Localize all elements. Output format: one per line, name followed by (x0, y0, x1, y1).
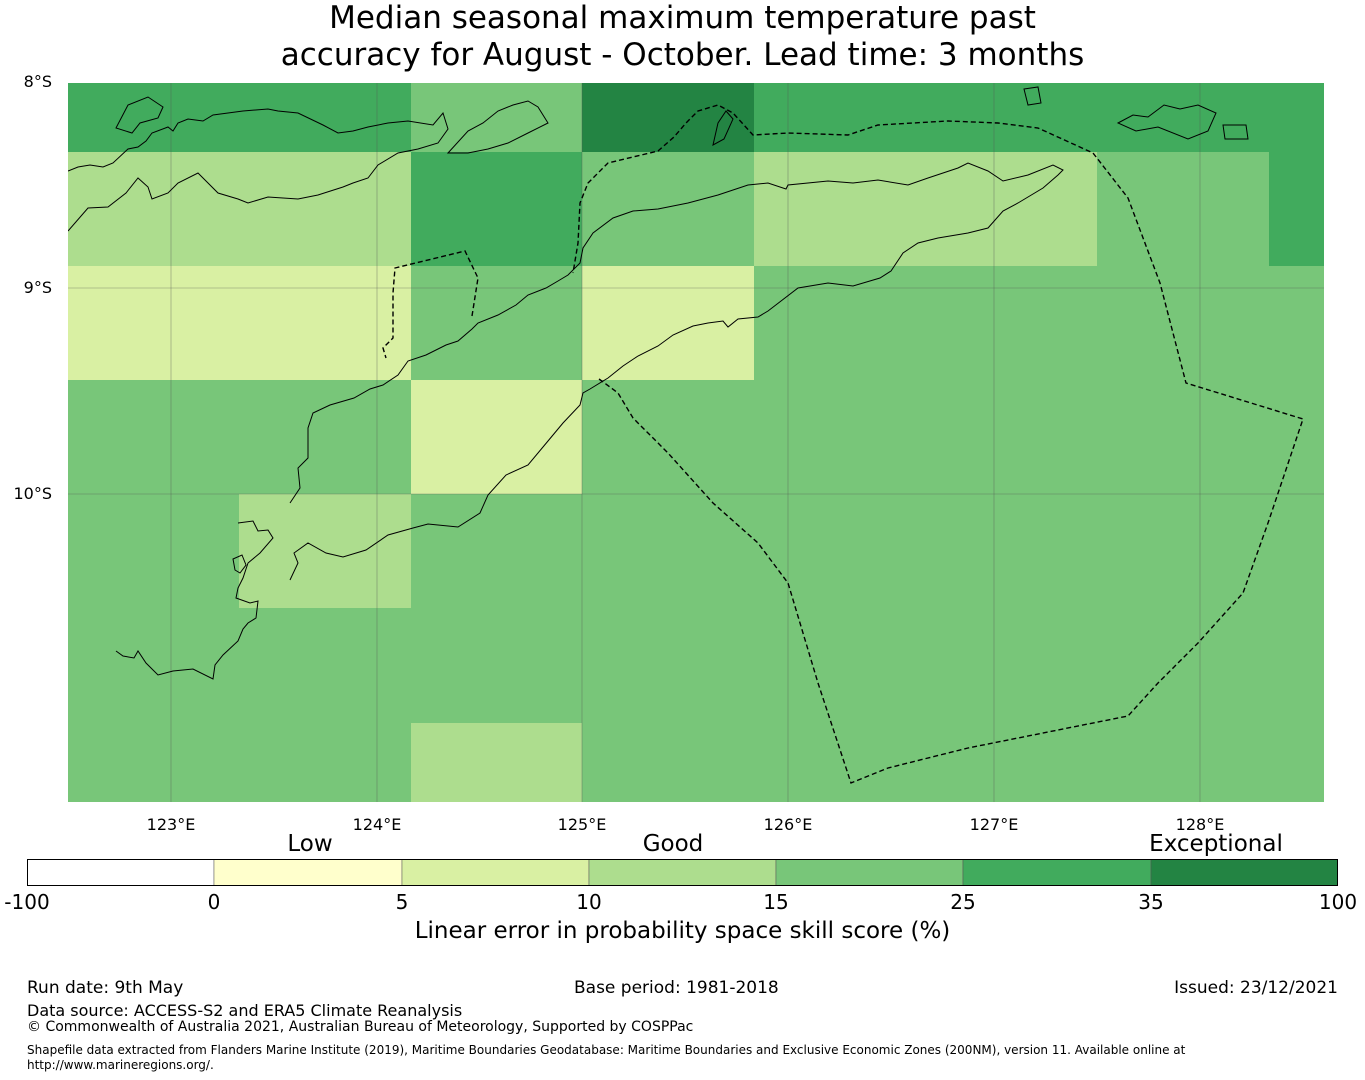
data-source: Data source: ACCESS-S2 and ERA5 Climate … (27, 1001, 463, 1020)
colorbar-tick: 0 (207, 890, 221, 914)
rote-coastline (115, 520, 274, 680)
lon-label-128e: 128°E (1175, 815, 1225, 834)
colorbar-tick: 100 (1318, 890, 1358, 914)
cell (582, 83, 754, 152)
coastlines (68, 86, 1249, 680)
skill-score-map (68, 83, 1324, 802)
lon-label-123e: 123°E (146, 815, 196, 834)
lon-label-127e: 127°E (969, 815, 1019, 834)
shapefile-credit-line-2: http://www.marineregions.org/. (27, 1058, 214, 1072)
cell (411, 494, 1324, 608)
small-island-1 (1222, 124, 1249, 140)
colorbar-tick: 25 (950, 890, 976, 914)
cell (411, 723, 582, 802)
eez-boundary (382, 104, 1304, 784)
colorbar-svg (26, 858, 1339, 887)
base-period: Base period: 1981-2018 (574, 978, 779, 998)
cell (754, 266, 1324, 380)
lon-label-124e: 124°E (352, 815, 402, 834)
category-low: Low (287, 831, 333, 857)
cell (411, 380, 582, 494)
title-line-2: accuracy for August - October. Lead time… (280, 37, 1085, 73)
wetar-coastline (1116, 104, 1217, 140)
cell (1097, 152, 1269, 266)
graticule (68, 83, 1324, 802)
cell (239, 494, 411, 608)
cell (68, 608, 1324, 723)
cell (754, 152, 1097, 266)
cell (582, 723, 1324, 802)
colorbar-tick: 5 (395, 890, 409, 914)
issued-date: Issued: 23/12/2021 (1174, 978, 1338, 998)
cell (68, 380, 411, 494)
colorbar-tick: 35 (1138, 890, 1164, 914)
cell (68, 83, 411, 152)
lon-label-125e: 125°E (557, 815, 607, 834)
lat-label-9s: 9°S (23, 278, 52, 297)
semau-coastline (232, 554, 247, 574)
cell (411, 152, 582, 266)
colorbar-segment (213, 858, 403, 887)
flores-coastline (68, 108, 449, 232)
map-svg (68, 83, 1324, 802)
cell (411, 266, 582, 380)
colorbar-tick: -100 (4, 890, 50, 914)
cell (582, 380, 1324, 494)
map-title: Median seasonal maximum temperature past… (0, 0, 1365, 74)
cell (68, 266, 411, 380)
colorbar-tick: 10 (576, 890, 602, 914)
cell (1269, 152, 1324, 266)
category-good: Good (642, 831, 704, 857)
shapefile-credit-line-1: Shapefile data extracted from Flanders M… (27, 1043, 1186, 1057)
timor-coastline (289, 162, 1064, 581)
lat-label-8s: 8°S (23, 72, 52, 91)
pantar-coastline (115, 96, 164, 134)
colorbar-tick: 15 (763, 890, 789, 914)
grid-cells (68, 83, 1324, 802)
cell (68, 152, 411, 266)
colorbar-segment (588, 858, 777, 887)
colorbar-segment (775, 858, 964, 887)
cell (582, 152, 754, 266)
copyright: © Commonwealth of Australia 2021, Austra… (27, 1019, 694, 1035)
colorbar (26, 858, 1339, 887)
colorbar-label: Linear error in probability space skill … (414, 918, 951, 944)
cell (582, 266, 754, 380)
lat-label-10s: 10°S (13, 484, 52, 503)
colorbar-segment (962, 858, 1152, 887)
cell (411, 83, 582, 152)
colorbar-segment (26, 858, 215, 887)
alor-coastline (446, 100, 549, 154)
timor-leste-eez (572, 104, 1304, 784)
small-island-2 (1023, 86, 1042, 106)
lon-label-126e: 126°E (763, 815, 813, 834)
cell (68, 494, 239, 608)
oecusse-eez (382, 250, 479, 359)
run-date: Run date: 9th May (27, 978, 184, 998)
colorbar-segment (1150, 858, 1339, 887)
atauro-coastline (712, 110, 734, 146)
cell (68, 723, 411, 802)
category-exceptional: Exceptional (1149, 831, 1283, 857)
colorbar-segment (401, 858, 590, 887)
title-line-1: Median seasonal maximum temperature past (329, 0, 1036, 36)
